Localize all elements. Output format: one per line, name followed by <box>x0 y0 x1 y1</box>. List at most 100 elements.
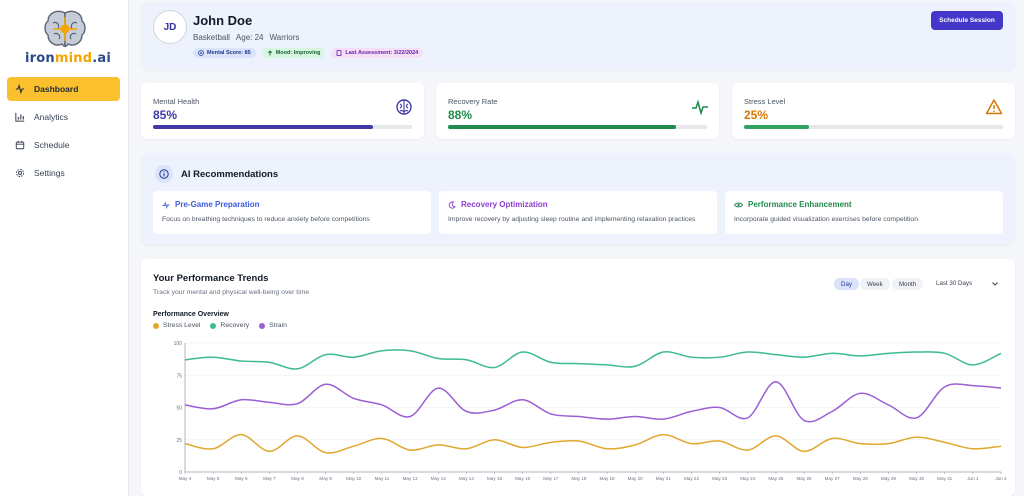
recommendation-desc: Focus on breathing techniques to reduce … <box>162 216 370 223</box>
segment-day[interactable]: Day <box>834 278 860 290</box>
x-tick-label: May 15 <box>487 476 503 481</box>
x-tick-label: Jun 2 <box>995 476 1007 481</box>
nav-settings[interactable]: Settings <box>7 161 120 185</box>
athlete-meta: Basketball Age: 24 Warriors <box>193 33 299 42</box>
metric-label: Recovery Rate <box>448 97 498 106</box>
recommendation-card[interactable]: Recovery Optimization Improve recovery b… <box>439 191 717 234</box>
activity-icon <box>15 84 25 94</box>
x-tick-label: Jun 1 <box>967 476 979 481</box>
metric-card-stress-level: Stress Level 25% <box>732 83 1015 139</box>
nav-label: Analytics <box>34 112 69 122</box>
segment-week[interactable]: Week <box>860 278 890 290</box>
moon-icon <box>448 200 456 209</box>
status-badge: Mental Score: 85 <box>193 48 256 58</box>
progress-fill <box>153 125 374 129</box>
legend-swatch <box>210 322 217 329</box>
progress-track <box>153 125 412 129</box>
eye-icon <box>734 202 743 207</box>
trends-subtitle: Track your mental and physical well-bein… <box>153 289 310 296</box>
x-tick-label: May 21 <box>656 476 672 481</box>
metric-label: Mental Health <box>153 97 200 106</box>
ai-header: AI Recommendations <box>155 165 278 183</box>
series-line-recovery <box>184 349 1002 370</box>
y-tick-label: 25 <box>176 438 182 444</box>
legend-item[interactable]: Stress Level <box>153 322 200 329</box>
recommendation-title: Pre-Game Preparation <box>175 200 260 209</box>
athlete-sport: Basketball <box>193 33 230 42</box>
segment-month[interactable]: Month <box>892 278 924 290</box>
brain-logo-icon <box>44 10 86 48</box>
logo: ironmind.ai <box>25 8 112 66</box>
legend-swatch <box>153 322 159 329</box>
nav-dashboard[interactable]: Dashboard <box>7 77 120 101</box>
x-tick-label: May 26 <box>796 476 812 481</box>
progress-track <box>448 125 707 129</box>
x-tick-label: May 28 <box>853 476 869 481</box>
brand-name: ironmind.ai <box>25 51 112 66</box>
pulse-icon <box>692 99 708 116</box>
x-tick-label: May 9 <box>319 476 332 481</box>
document-icon <box>336 50 342 56</box>
legend-item[interactable]: Strain <box>259 322 287 329</box>
legend-label: Recovery <box>220 322 250 329</box>
nav-analytics[interactable]: Analytics <box>7 105 120 129</box>
series-line-stress-level <box>184 433 1002 454</box>
x-tick-label: May 11 <box>375 476 390 481</box>
recommendation-card[interactable]: Pre-Game Preparation Focus on breathing … <box>153 191 431 234</box>
metric-label: Stress Level <box>744 97 786 106</box>
nav-label: Settings <box>34 168 65 178</box>
x-tick-label: May 17 <box>543 476 559 481</box>
progress-track <box>744 125 1003 129</box>
range-select[interactable]: Last 30 Days <box>931 276 1003 291</box>
x-tick-label: May 14 <box>459 476 475 481</box>
recommendation-title: Performance Enhancement <box>748 200 852 209</box>
athlete-age: Age: 24 <box>235 33 264 42</box>
chart-legend: Stress Level Recovery Strain <box>153 322 287 329</box>
metric-value: 25% <box>744 108 769 122</box>
legend-label: Stress Level <box>163 322 201 329</box>
x-tick-label: May 29 <box>881 476 897 481</box>
x-tick-label: May 10 <box>346 476 362 481</box>
x-tick-label: May 19 <box>600 476 616 481</box>
x-tick-label: May 25 <box>768 476 784 481</box>
y-tick-label: 75 <box>176 373 182 379</box>
legend-item[interactable]: Recovery <box>210 322 249 329</box>
trends-title: Your Performance Trends <box>153 273 269 284</box>
x-tick-label: May 20 <box>628 476 644 481</box>
profile-card: JD John Doe Basketball Age: 24 Warriors … <box>141 2 1015 70</box>
legend-label: Strain <box>269 322 287 329</box>
schedule-session-button[interactable]: Schedule Session <box>931 11 1003 30</box>
pulse-icon <box>162 201 170 209</box>
target-icon <box>198 50 204 56</box>
metric-value: 85% <box>153 108 178 122</box>
ai-title: AI Recommendations <box>181 168 279 180</box>
range-value: Last 30 Days <box>936 280 973 287</box>
x-tick-label: May 5 <box>207 476 220 481</box>
gear-icon <box>16 169 24 177</box>
recommendation-card[interactable]: Performance Enhancement Incorporate guid… <box>725 191 1003 234</box>
chart-title: Performance Overview <box>153 311 229 318</box>
brain-icon <box>396 99 412 115</box>
nav-schedule[interactable]: Schedule <box>7 133 120 157</box>
recommendation-desc: Improve recovery by adjusting sleep rout… <box>448 216 696 223</box>
x-tick-label: May 7 <box>263 476 276 481</box>
x-tick-label: May 24 <box>740 476 756 481</box>
nav-label: Dashboard <box>34 84 79 94</box>
ai-recommendations-panel: AI Recommendations Pre-Game Preparation … <box>141 153 1015 245</box>
recommendation-title: Recovery Optimization <box>461 200 548 209</box>
recommendation-desc: Incorporate guided visualization exercis… <box>734 216 918 223</box>
x-tick-label: May 6 <box>235 476 248 481</box>
progress-fill <box>744 125 809 129</box>
performance-line-chart: 0 25 50 75 100 May 4 May 5 May 6 May 7 May 8 May 9… <box>174 341 1007 481</box>
metric-card-mental-health: Mental Health 85% <box>141 83 424 139</box>
metric-card-recovery-rate: Recovery Rate 88% <box>436 83 719 139</box>
athlete-name: John Doe <box>193 13 253 28</box>
avatar: JD <box>153 10 187 44</box>
chevron-down-icon <box>992 281 998 286</box>
warning-icon <box>985 99 1003 115</box>
x-tick-label: May 18 <box>571 476 587 481</box>
nav-label: Schedule <box>34 140 70 150</box>
x-tick-label: May 8 <box>291 476 304 481</box>
performance-trends-card: Your Performance Trends Track your menta… <box>141 259 1015 496</box>
x-tick-label: May 22 <box>684 476 700 481</box>
